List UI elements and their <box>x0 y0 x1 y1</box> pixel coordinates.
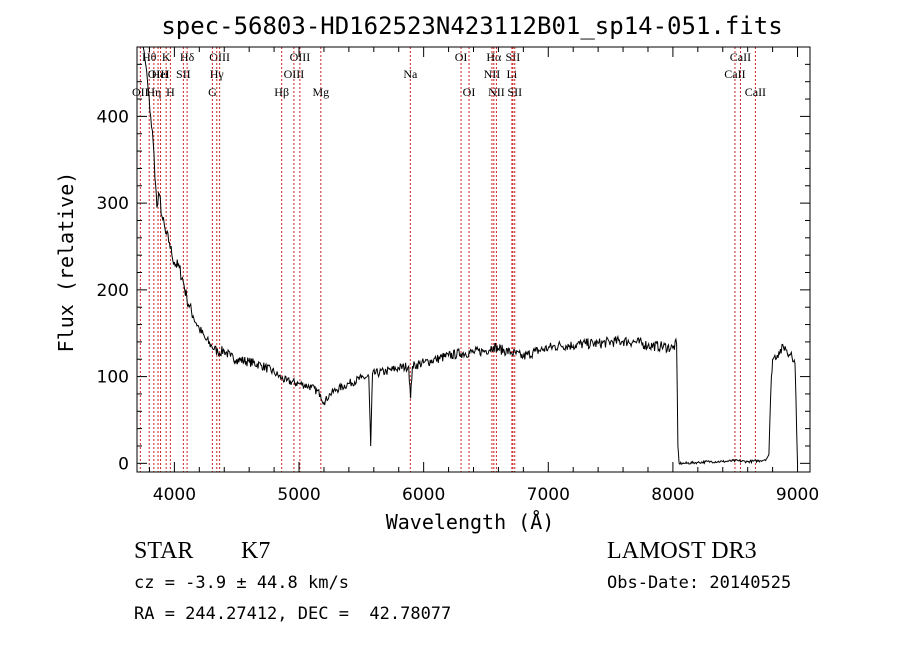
axes: 4000 5000 6000 7000 8000 9000 0 100 200 300 400 <box>97 46 819 505</box>
y-axis-label: Flux (relative) <box>54 172 78 353</box>
line-label: H <box>166 85 175 99</box>
chart-title: spec-56803-HD162523N423112B01_sp14-051.f… <box>161 12 782 40</box>
y-tick-label: 300 <box>97 194 129 214</box>
subclass-label: K7 <box>241 538 271 564</box>
line-label: Hδ <box>180 50 195 64</box>
redshift-text: cz = -3.9 ± 44.8 km/s <box>134 573 349 593</box>
plot-frame <box>136 46 811 473</box>
line-label: OI <box>463 85 476 99</box>
spectrum-line <box>142 47 798 466</box>
line-label: OII <box>132 85 149 99</box>
y-tick-label: 100 <box>97 368 129 388</box>
line-label: HeI <box>152 67 170 81</box>
x-tick-label: 6000 <box>402 485 445 505</box>
line-label: Li <box>507 67 518 81</box>
y-tick-label: 0 <box>118 454 129 474</box>
line-label: Hγ <box>210 67 225 81</box>
survey-label: LAMOST DR3 <box>607 538 757 564</box>
line-label: Na <box>403 67 418 81</box>
line-label: Hα <box>486 50 502 64</box>
line-label: CaII <box>724 67 745 81</box>
line-label: CaII <box>730 50 751 64</box>
x-axis-label: Wavelength (Å) <box>386 510 555 534</box>
line-label: CaII <box>745 85 766 99</box>
line-label: Hη <box>146 85 161 99</box>
line-label: OI <box>455 50 468 64</box>
line-label: NII <box>484 67 501 81</box>
line-label: SII <box>176 67 191 81</box>
y-tick-label: 200 <box>97 281 129 301</box>
spectrum-series <box>142 47 798 466</box>
x-tick-label: 8000 <box>651 485 694 505</box>
line-label: SII <box>507 85 522 99</box>
y-tick-label: 400 <box>97 107 129 127</box>
coordinates-text: RA = 244.27412, DEC = 42.78077 <box>134 604 452 624</box>
line-label: OIII <box>284 67 305 81</box>
spectrum-chart: spec-56803-HD162523N423112B01_sp14-051.f… <box>54 12 819 534</box>
obs-date-text: Obs-Date: 20140525 <box>607 573 792 593</box>
line-label: NII <box>488 85 505 99</box>
line-label: G <box>208 85 217 99</box>
line-label: Hθ <box>142 50 157 64</box>
x-tick-label: 9000 <box>776 485 819 505</box>
line-label: OIII <box>290 50 311 64</box>
x-tick-label: 4000 <box>153 485 196 505</box>
line-label: Mg <box>312 85 329 99</box>
class-label: STAR <box>134 538 194 564</box>
line-label: OIII <box>148 67 169 81</box>
line-label: K <box>162 50 171 64</box>
line-label: Hβ <box>274 85 289 99</box>
line-label: SII <box>506 50 521 64</box>
x-tick-label: 7000 <box>527 485 570 505</box>
line-label: OIII <box>209 50 230 64</box>
x-tick-label: 5000 <box>277 485 320 505</box>
